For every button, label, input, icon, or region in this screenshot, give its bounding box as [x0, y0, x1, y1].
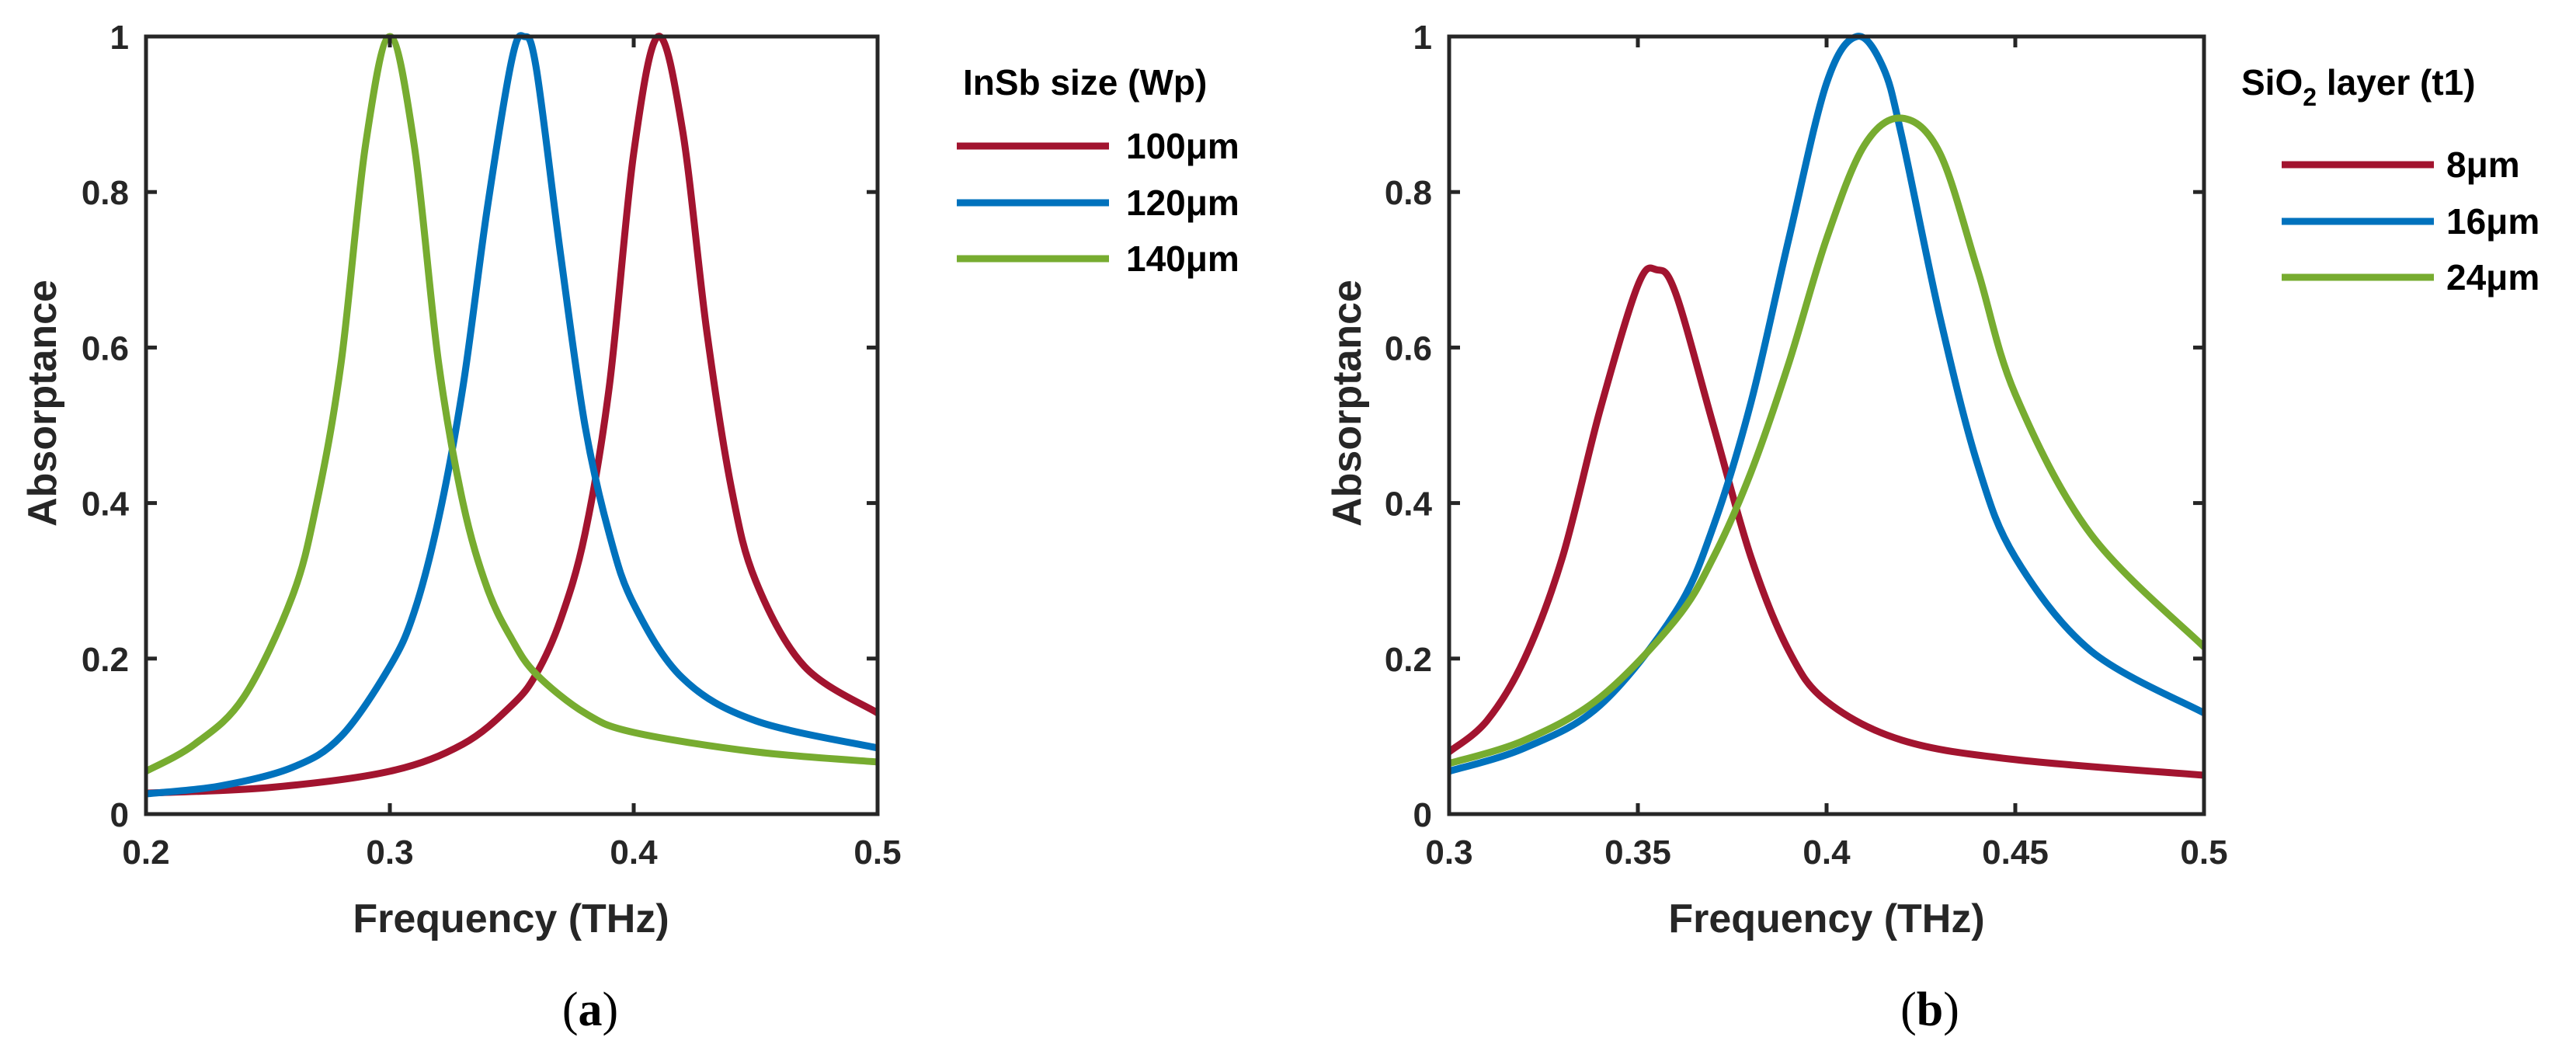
panel-caption-a: (a): [562, 983, 618, 1036]
plot-area-a: 0.2 0.3 0.4 0.500.20.40.60.81: [82, 19, 902, 872]
legend-label-a-2: 140μm: [1126, 238, 1239, 279]
axes-box-a: [144, 34, 880, 816]
x-tick-label-a-0: 0.2: [122, 833, 169, 872]
y-tick-label-b-3: 0.6: [1385, 329, 1432, 367]
chart-panel-a: 0.2 0.3 0.4 0.500.20.40.60.81 Frequency (TH…: [20, 19, 1239, 1036]
legend-title-b-sub: 2: [2303, 83, 2317, 111]
legend-unit-a-0: μm: [1186, 126, 1239, 166]
legend-entry-a-2: 140μm: [957, 238, 1239, 279]
y-tick-label-b-0: 0: [1413, 796, 1432, 834]
legend-label-b-1: 16μm: [2446, 201, 2539, 242]
legend-unit-a-2: μm: [1186, 238, 1239, 279]
legend-title-b-main: SiO: [2241, 62, 2303, 103]
legend-entry-a-1: 120μm: [957, 183, 1239, 223]
series-line-a-1: [146, 32, 878, 798]
legend-entry-b-1: 16μm: [2282, 201, 2539, 242]
legend-unit-a-1: μm: [1186, 183, 1239, 223]
y-tick-label-b-4: 0.8: [1385, 174, 1432, 212]
legend-entry-a-0: 100μm: [957, 126, 1239, 166]
x-tick-label-b-2: 0.4: [1803, 833, 1851, 872]
legend-unit-b-2: μm: [2486, 257, 2539, 298]
x-tick-label-b-4: 0.5: [2180, 833, 2227, 872]
y-axis-label-a: Absorptance: [20, 280, 65, 527]
y-tick-label-a-1: 0.2: [82, 641, 129, 679]
chart-panel-b: 0.3 0.35 0.4 0.45 0.5 0 0.2 0.4 0.6 0.8 1 Frequenc…: [1325, 19, 2539, 1036]
legend-label-a-1: 120μm: [1126, 183, 1239, 223]
y-tick-label-a-5: 1: [110, 19, 129, 57]
legend-value-b-2: 24: [2446, 257, 2487, 298]
legend-value-a-0: 100: [1126, 126, 1186, 166]
series-group-a: [146, 32, 878, 798]
legend-value-a-1: 120: [1126, 183, 1186, 223]
series-line-b-2: [1449, 114, 2204, 767]
panel-letter-a: a: [579, 983, 603, 1036]
legend-a: InSb size (Wp) 100μm 120μm 140μm: [957, 62, 1239, 279]
legend-entry-b-0: 8μm: [2282, 144, 2520, 185]
legend-b: SiO2 layer (t1) 8μm 16μm 24μm: [2241, 62, 2539, 298]
legend-title-b-rest: layer (t1): [2317, 62, 2476, 103]
x-axis-label-b: Frequency (THz): [1668, 896, 1984, 941]
x-tick-label-a-1: 0.3: [366, 833, 413, 872]
series-line-a-0: [146, 33, 878, 797]
y-tick-label-a-4: 0.8: [82, 174, 129, 212]
x-tick-label-b-3: 0.45: [1982, 833, 2049, 872]
series-line-b-1: [1449, 33, 2204, 775]
legend-label-a-0: 100μm: [1126, 126, 1239, 166]
x-tick-label-a-3: 0.5: [853, 833, 901, 872]
y-axis-label-b: Absorptance: [1325, 280, 1370, 527]
legend-entry-b-2: 24μm: [2282, 257, 2539, 298]
x-axis-label-a: Frequency (THz): [353, 896, 669, 941]
panel-caption-b: (b): [1900, 983, 1959, 1036]
x-tick-label-a-2: 0.4: [610, 833, 658, 872]
plot-area-b: 0.3 0.35 0.4 0.45 0.5 0 0.2 0.4 0.6 0.8 1: [1385, 19, 2228, 872]
series-line-b-0: [1449, 264, 2204, 779]
y-tick-label-b-2: 0.4: [1385, 485, 1433, 524]
series-group-b: [1449, 33, 2204, 779]
y-tick-label-a-0: 0: [110, 796, 129, 834]
y-tick-label-a-3: 0.6: [82, 329, 129, 367]
legend-label-b-2: 24μm: [2446, 257, 2539, 298]
y-tick-label-a-2: 0.4: [82, 485, 130, 524]
legend-value-b-1: 16: [2446, 201, 2486, 242]
panel-letter-b: b: [1917, 983, 1943, 1036]
legend-title-a: InSb size (Wp): [963, 62, 1207, 103]
legend-value-b-0: 8: [2446, 144, 2466, 185]
legend-title-b: SiO2 layer (t1): [2241, 62, 2476, 111]
x-tick-label-b-0: 0.3: [1425, 833, 1472, 872]
series-line-a-2: [146, 33, 878, 775]
legend-label-b-0: 8μm: [2446, 144, 2520, 185]
y-tick-label-b-1: 0.2: [1385, 641, 1432, 679]
legend-unit-b-0: μm: [2466, 144, 2520, 185]
legend-unit-b-1: μm: [2486, 201, 2539, 242]
x-tick-label-b-1: 0.35: [1604, 833, 1671, 872]
y-tick-label-b-5: 1: [1413, 19, 1432, 57]
legend-value-a-2: 140: [1126, 238, 1186, 279]
